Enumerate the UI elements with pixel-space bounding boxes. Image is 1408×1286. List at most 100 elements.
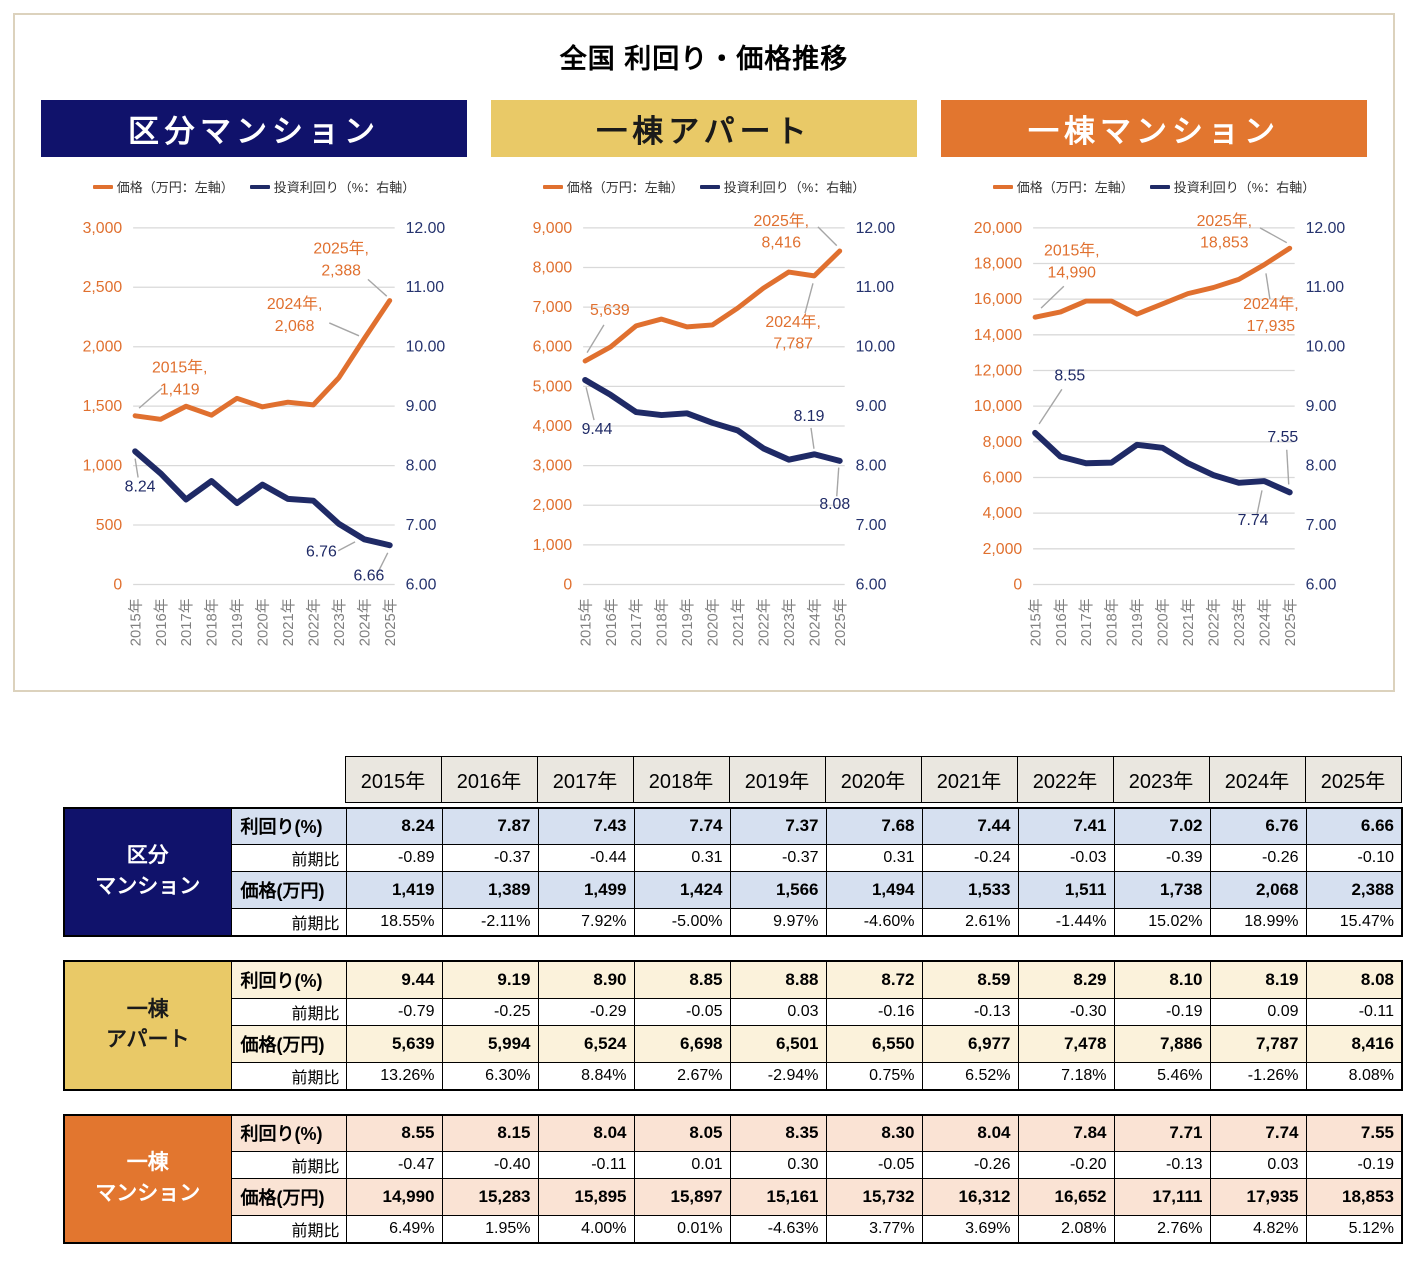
table-cell: -5.00%	[633, 908, 731, 937]
table-cell: 8.10	[1113, 960, 1211, 999]
data-table-section: 2015年 2016年 2017年 2018年 2019年 2020年 2021年 2022年…	[63, 755, 1408, 1245]
table-cell: 1,419	[345, 871, 443, 910]
table-row: 前期比 18.55% -2.11% 7.92% -5.00% 9.97% -4.60% 2.6…	[64, 908, 1403, 937]
table-cell: 1,533	[921, 871, 1019, 910]
table-cell: 6,550	[825, 1024, 923, 1063]
gridlines	[1033, 227, 1295, 586]
table-cell: 0.03	[729, 997, 827, 1026]
legend-price-label: 価格（万円：左軸）	[566, 180, 684, 195]
x-axis-tick: 2019年	[229, 598, 246, 646]
annotation-label: 2025年,	[1197, 212, 1253, 230]
legend-item-price: 価格（万円：左軸）	[992, 177, 1134, 196]
x-axis-tick: 2016年	[1053, 598, 1070, 646]
table-cell: -0.44	[537, 844, 635, 873]
x-axis-tick: 2018年	[1104, 598, 1121, 646]
price-line	[132, 298, 393, 422]
table-cell: 8.08	[1305, 960, 1403, 999]
annotation-label: 8,416	[761, 235, 801, 252]
left-axis-tick: 2,000	[533, 497, 573, 514]
left-axis-tick: 6,000	[983, 469, 1023, 486]
left-axis-tick: 1,000	[533, 537, 573, 554]
price-line	[582, 248, 843, 364]
right-axis-tick: 6.00	[406, 576, 437, 593]
left-axis-tick: 16,000	[974, 291, 1023, 308]
annotation-label: 8.55	[1054, 367, 1085, 384]
legend-yield-label: 投資利回り（%：右軸）	[273, 180, 416, 195]
section-header-kubun-mansion: 区分マンション	[41, 100, 467, 157]
annotation-label: 8.19	[794, 408, 825, 425]
right-axis-tick: 11.00	[1306, 279, 1345, 296]
right-axis-tick: 12.00	[856, 220, 896, 237]
group-label: 一棟 マンション	[63, 1114, 232, 1244]
yield-line-marker-icon	[699, 184, 720, 189]
table-cell: 8.30	[825, 1114, 923, 1153]
x-axis-tick: 2019年	[1129, 598, 1146, 646]
annotations: 2015年, 1,419 2024年, 2,068 2025年, 2,388 8.24 6.7…	[125, 240, 389, 585]
table-cell: -0.25	[441, 997, 539, 1026]
table-cell: -4.60%	[825, 908, 923, 937]
year-header-cell: 2017年	[536, 755, 634, 803]
right-axis-tick: 8.00	[856, 458, 887, 475]
year-header-table: 2015年 2016年 2017年 2018年 2019年 2020年 2021年 2022年…	[63, 755, 1402, 803]
table-cell: -0.79	[345, 997, 443, 1026]
row-label: 前期比	[230, 1215, 347, 1244]
annotation-leader	[817, 226, 838, 247]
table-cell: 8.04	[921, 1114, 1019, 1153]
price-line-marker-icon	[92, 184, 113, 189]
x-axis-tick: 2020年	[1155, 598, 1172, 646]
row-label: 利回り(%)	[230, 1114, 347, 1153]
left-axis-tick: 1,500	[83, 398, 123, 415]
left-axis-tick: 9,000	[533, 220, 573, 237]
right-axis-tick: 10.00	[406, 339, 446, 356]
price-line-marker-icon	[992, 184, 1013, 189]
table-cell: 8.84%	[537, 1061, 635, 1091]
annotation-leader	[337, 541, 356, 552]
x-axis-tick: 2015年	[1027, 598, 1044, 646]
table-cell: 15.02%	[1113, 908, 1211, 937]
x-axis-labels: 2015年 2016年 2017年 2018年 2019年 2020年 2021年 2022年…	[127, 598, 399, 646]
table-cell: 0.75%	[825, 1061, 923, 1091]
right-axis-tick: 7.00	[856, 517, 887, 534]
table-cell: 6.76	[1209, 807, 1307, 846]
left-axis-tick: 12,000	[974, 362, 1023, 379]
table-cell: 15,283	[441, 1178, 539, 1217]
axis-labels: 0 500 1,000 1,500 2,000 2,500 3,000 12.00 11.00 1…	[83, 220, 446, 594]
annotation-label: 2024年,	[765, 313, 821, 331]
table-cell: 18,853	[1305, 1178, 1403, 1217]
x-axis-tick: 2016年	[603, 598, 620, 646]
table-cell: 9.44	[345, 960, 443, 999]
row-label: 価格(万円)	[230, 1178, 347, 1217]
annotation-leader	[1038, 388, 1063, 425]
chart-kubun-mansion: 0 500 1,000 1,500 2,000 2,500 3,000 12.00 11.00 1…	[83, 220, 446, 646]
table-cell: -0.11	[537, 1151, 635, 1180]
annotation-label: 8.24	[125, 478, 156, 495]
left-axis-tick: 500	[96, 517, 123, 534]
x-axis-tick: 2025年	[382, 598, 399, 646]
table-cell: 8.05	[633, 1114, 731, 1153]
chart-panel: 全国 利回り・価格推移 区分マンション 価格（万円：左軸） 投資利回り（%：右軸…	[13, 13, 1395, 692]
annotation-label: 2015年,	[1044, 242, 1100, 260]
annotation-label: 2,068	[275, 318, 315, 335]
table-cell: 9.19	[441, 960, 539, 999]
annotations: 2015年, 14,990 2024年, 17,935 2025年, 18,853 8.55…	[1038, 212, 1299, 529]
table-cell: 0.03	[1209, 1151, 1307, 1180]
left-axis-tick: 1,000	[83, 458, 123, 475]
chart-legend: 価格（万円：左軸） 投資利回り（%：右軸）	[941, 177, 1367, 196]
annotation-leader	[138, 387, 163, 409]
table-cell: 17,935	[1209, 1178, 1307, 1217]
table-cell: 13.26%	[345, 1061, 443, 1091]
table-cell: 9.97%	[729, 908, 827, 937]
legend-item-yield: 投資利回り（%：右軸）	[1149, 177, 1315, 196]
table-cell: 7.43	[537, 807, 635, 846]
table-cell: -0.10	[1305, 844, 1403, 873]
table-cell: 0.01%	[633, 1215, 731, 1244]
annotation-label: 2024年,	[1243, 295, 1299, 313]
gridlines	[583, 227, 845, 586]
table-cell: 8.35	[729, 1114, 827, 1153]
x-axis-tick: 2024年	[356, 598, 373, 646]
group-label: 区分 マンション	[63, 807, 232, 937]
table-cell: 5.46%	[1113, 1061, 1211, 1091]
x-axis-tick: 2017年	[1078, 598, 1095, 646]
row-label: 前期比	[230, 844, 347, 873]
